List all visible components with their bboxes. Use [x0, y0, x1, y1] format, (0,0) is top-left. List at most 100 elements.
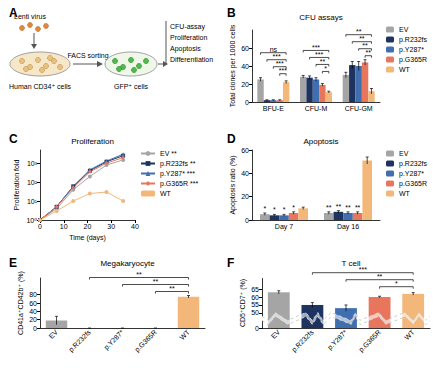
svg-text:p.G365R: p.G365R [133, 329, 158, 354]
svg-text:E: E [9, 256, 17, 270]
svg-text:WT: WT [160, 190, 172, 197]
svg-text:*: * [263, 205, 266, 212]
svg-text:CFU-M: CFU-M [305, 105, 328, 112]
svg-text:p.Y287*: p.Y287* [102, 328, 125, 351]
svg-text:p.G365R: p.G365R [399, 56, 427, 64]
svg-text:***: *** [312, 44, 320, 51]
svg-text:CFU-assay: CFU-assay [170, 23, 206, 31]
svg-text:Total clones per 1000 cells: Total clones per 1000 cells [229, 24, 237, 107]
svg-text:**: ** [153, 278, 159, 285]
svg-text:FACS sorting: FACS sorting [67, 52, 108, 60]
svg-text:0: 0 [38, 223, 42, 230]
svg-text:***: *** [315, 51, 323, 58]
svg-text:*: * [273, 206, 276, 213]
svg-text:**: ** [355, 204, 361, 211]
svg-text:WT: WT [403, 328, 416, 341]
svg-text:*: * [283, 206, 286, 213]
svg-text:20: 20 [241, 81, 249, 88]
svg-text:p.R232fs: p.R232fs [290, 328, 316, 354]
svg-text:ns: ns [270, 46, 278, 53]
svg-text:***: *** [276, 60, 284, 67]
svg-text:Day 7: Day 7 [275, 223, 293, 231]
svg-text:CFU-GM: CFU-GM [345, 105, 373, 112]
svg-text:60: 60 [251, 294, 259, 301]
svg-text:p.G365R: p.G365R [357, 329, 382, 354]
svg-text:**: ** [169, 285, 175, 292]
svg-text:40: 40 [241, 63, 249, 70]
svg-text:EV: EV [399, 26, 409, 33]
svg-text:55: 55 [251, 301, 259, 308]
svg-text:T cell: T cell [342, 259, 361, 268]
svg-text:**: ** [326, 204, 332, 211]
svg-text:p.Y287*: p.Y287* [326, 328, 349, 351]
svg-text:0: 0 [245, 217, 249, 224]
svg-text:**: ** [377, 273, 383, 280]
svg-text:Differentiation: Differentiation [170, 56, 213, 63]
svg-text:Megakaryocyte: Megakaryocyte [100, 259, 155, 268]
svg-text:10⁰: 10⁰ [26, 217, 37, 224]
svg-text:40: 40 [29, 308, 37, 315]
svg-text:p.R232fs: p.R232fs [67, 328, 93, 354]
svg-text:*: * [292, 204, 295, 211]
svg-text:**: ** [362, 42, 368, 49]
svg-text:10¹: 10¹ [27, 198, 38, 205]
svg-text:Proliferation fold: Proliferation fold [13, 160, 20, 211]
svg-text:Apoptosis: Apoptosis [303, 137, 338, 146]
svg-text:**: ** [359, 35, 365, 42]
svg-text:CD5⁺CD7⁺ (%): CD5⁺CD7⁺ (%) [239, 279, 247, 327]
svg-text:WT: WT [399, 66, 411, 73]
svg-text:Proliferation: Proliferation [170, 34, 207, 41]
svg-text:D: D [227, 132, 236, 146]
svg-text:0: 0 [255, 325, 259, 332]
svg-text:40: 40 [131, 223, 139, 230]
svg-text:65: 65 [251, 286, 259, 293]
svg-text:Proliferation: Proliferation [71, 137, 114, 146]
svg-text:p.Y287*: p.Y287* [399, 46, 424, 54]
svg-text:**: ** [320, 58, 326, 65]
svg-text:WT: WT [178, 328, 191, 341]
svg-text:Day 16: Day 16 [337, 223, 359, 231]
svg-text:EV: EV [399, 150, 409, 157]
svg-text:WT: WT [399, 190, 411, 197]
svg-text:80: 80 [29, 291, 37, 298]
svg-text:p.R232fs: p.R232fs [399, 36, 428, 44]
svg-text:50: 50 [251, 309, 259, 316]
svg-text:Human CD34⁺ cells: Human CD34⁺ cells [9, 83, 72, 90]
svg-text:C: C [9, 132, 18, 146]
svg-text:60: 60 [241, 45, 249, 52]
svg-text:EV: EV [47, 328, 59, 340]
svg-text:Lenti virus: Lenti virus [14, 13, 46, 20]
svg-text:20: 20 [241, 193, 249, 200]
svg-text:60: 60 [241, 147, 249, 154]
svg-text:*: * [324, 65, 327, 72]
svg-text:***: *** [272, 53, 280, 60]
svg-text:10²: 10² [27, 179, 38, 186]
svg-text:0: 0 [245, 99, 249, 106]
svg-text:p.Y287*: p.Y287* [399, 170, 424, 178]
svg-text:A: A [9, 6, 18, 20]
svg-text:*: * [395, 280, 398, 287]
svg-text:CD41a⁺CD42b⁺ (%): CD41a⁺CD42b⁺ (%) [17, 271, 25, 335]
svg-text:BFU-E: BFU-E [263, 105, 284, 112]
svg-text:Apoptosis ratio (%): Apoptosis ratio (%) [229, 155, 237, 214]
svg-text:20: 20 [84, 223, 92, 230]
svg-text:p.G365R: p.G365R [399, 180, 427, 188]
svg-text:30: 30 [107, 223, 115, 230]
svg-text:p.R232fs **: p.R232fs ** [160, 160, 196, 168]
svg-text:CFU assays: CFU assays [299, 13, 343, 22]
svg-text:**: ** [136, 271, 142, 278]
svg-text:10: 10 [60, 223, 68, 230]
svg-text:p.R232fs: p.R232fs [399, 160, 428, 168]
svg-text:Time (days): Time (days) [69, 234, 106, 242]
svg-text:**: ** [356, 28, 362, 35]
svg-text:Apoptosis: Apoptosis [170, 45, 201, 53]
svg-text:GFP⁺ cells: GFP⁺ cells [114, 83, 149, 90]
svg-text:60: 60 [29, 300, 37, 307]
svg-text:B: B [227, 6, 236, 20]
svg-text:p.Y287* ***: p.Y287* *** [160, 170, 195, 178]
svg-text:10³: 10³ [27, 160, 38, 167]
svg-text:0: 0 [33, 325, 37, 332]
svg-text:**: ** [345, 204, 351, 211]
svg-text:**: ** [336, 203, 342, 210]
svg-text:**: ** [366, 49, 372, 56]
